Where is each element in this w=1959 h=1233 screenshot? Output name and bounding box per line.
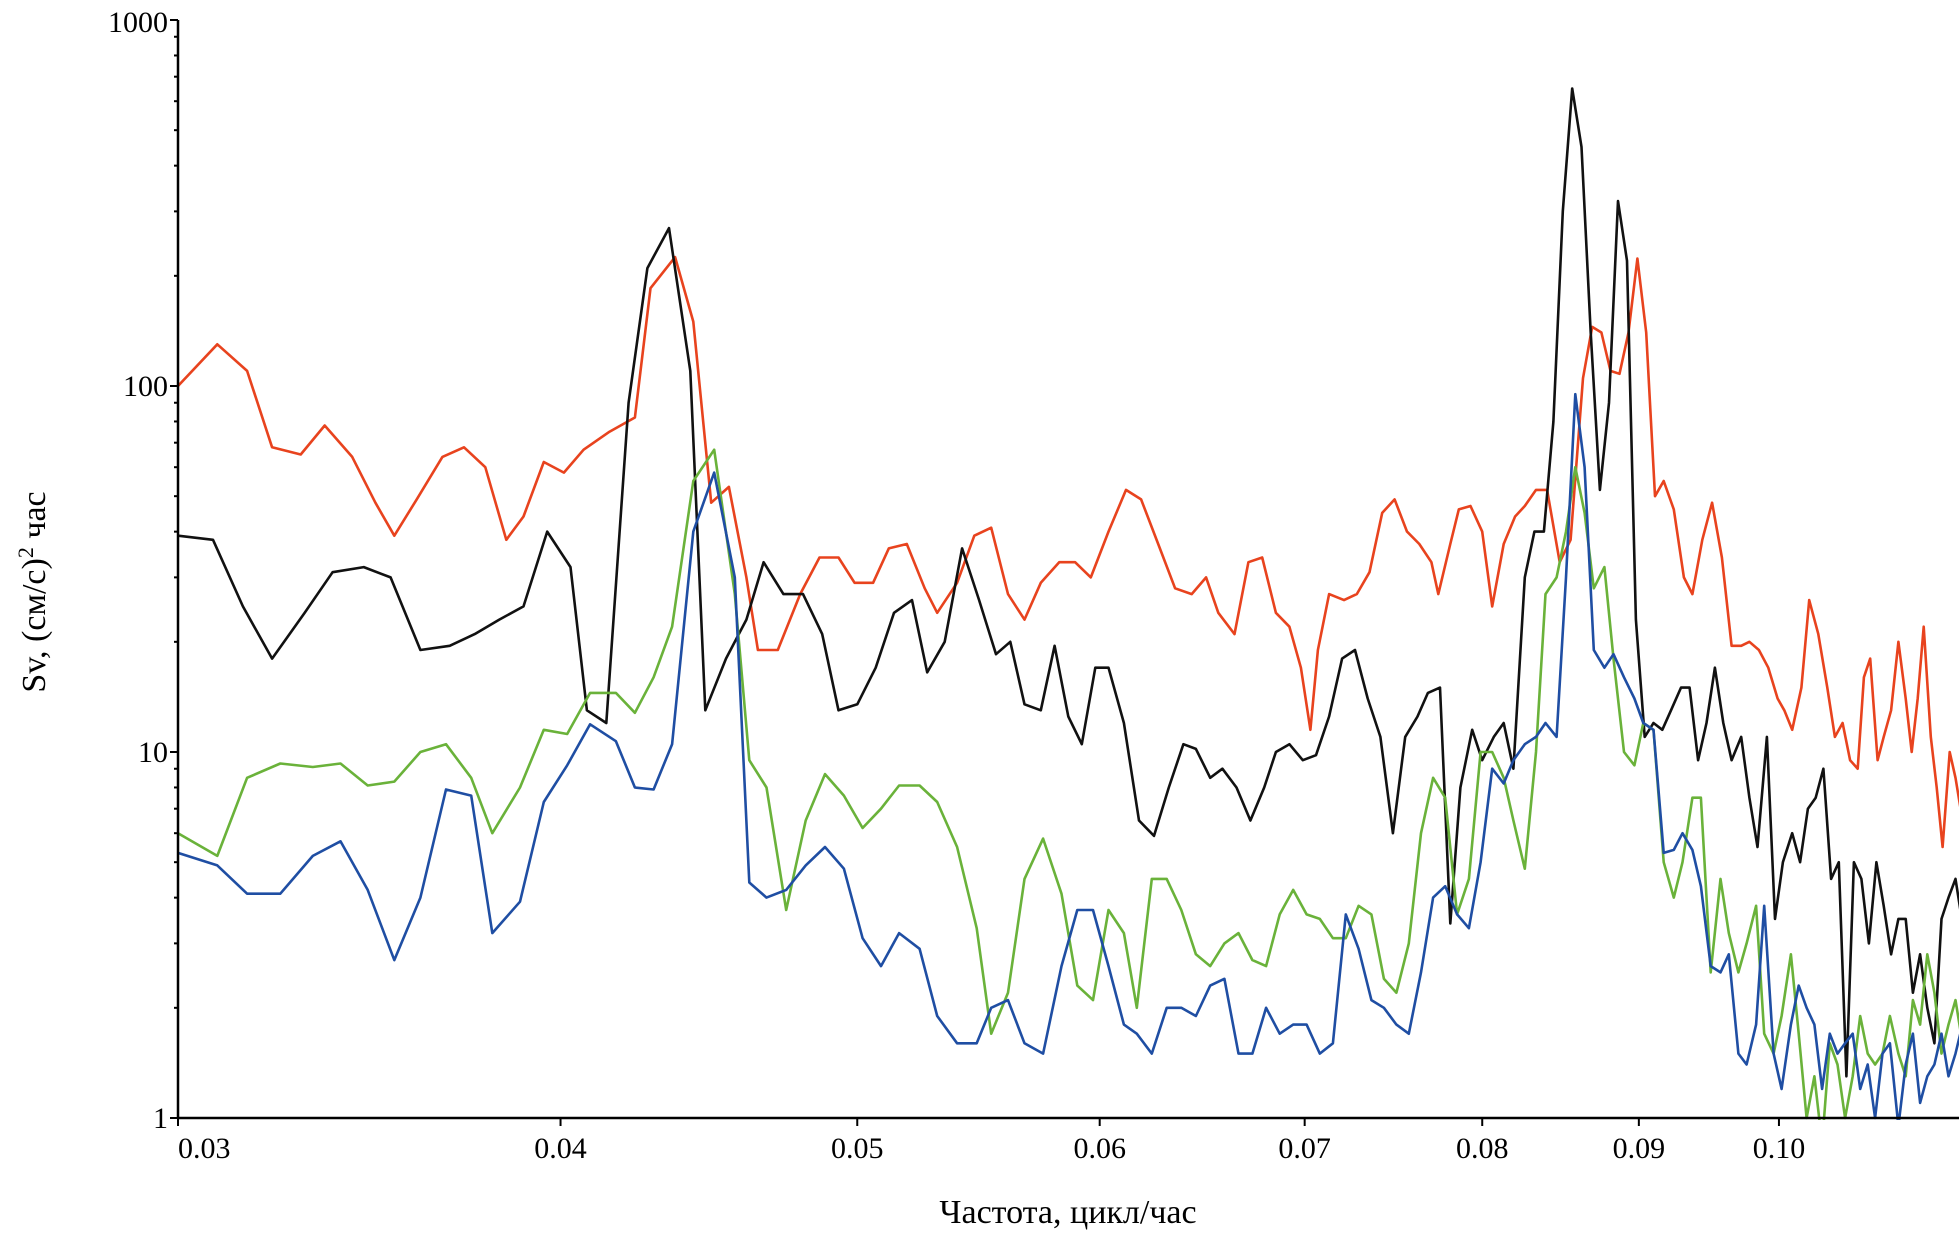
- y-tick-label: 100: [123, 370, 168, 403]
- y-axis-title-main: Sv, (см/с): [16, 558, 53, 693]
- series-line-1: [178, 255, 1959, 849]
- x-tick-label: 0.08: [1456, 1132, 1509, 1165]
- y-axis-title-superscript: 2: [13, 547, 38, 558]
- series-layer: [178, 87, 1959, 1120]
- x-axis-title: Частота, цикл/час: [939, 1194, 1196, 1231]
- y-tick-label: 10: [138, 736, 168, 769]
- x-tick-label: 0.05: [831, 1132, 884, 1165]
- x-tick-label: 0.07: [1278, 1132, 1331, 1165]
- y-tick-label: 1: [153, 1102, 168, 1135]
- x-tick-label: 0.03: [178, 1132, 231, 1165]
- x-tick-label: 0.04: [534, 1132, 587, 1165]
- y-tick-group: 1 10 100 1000: [108, 6, 178, 1135]
- y-axis-title-tail: час: [16, 491, 53, 547]
- x-tick-label: 0.06: [1073, 1132, 1126, 1165]
- x-tick-label: 0.10: [1753, 1132, 1806, 1165]
- series-line-4: [178, 392, 1959, 1120]
- x-tick-group: 0.03 0.04 0.05 0.06 0.07 0.08 0.09 0.10: [177, 1118, 1806, 1165]
- series-line-2: [178, 87, 1959, 1078]
- y-tick-label: 1000: [108, 6, 168, 39]
- y-axis-title: Sv, (см/с)2 час: [13, 491, 53, 692]
- x-tick-label: 0.09: [1613, 1132, 1666, 1165]
